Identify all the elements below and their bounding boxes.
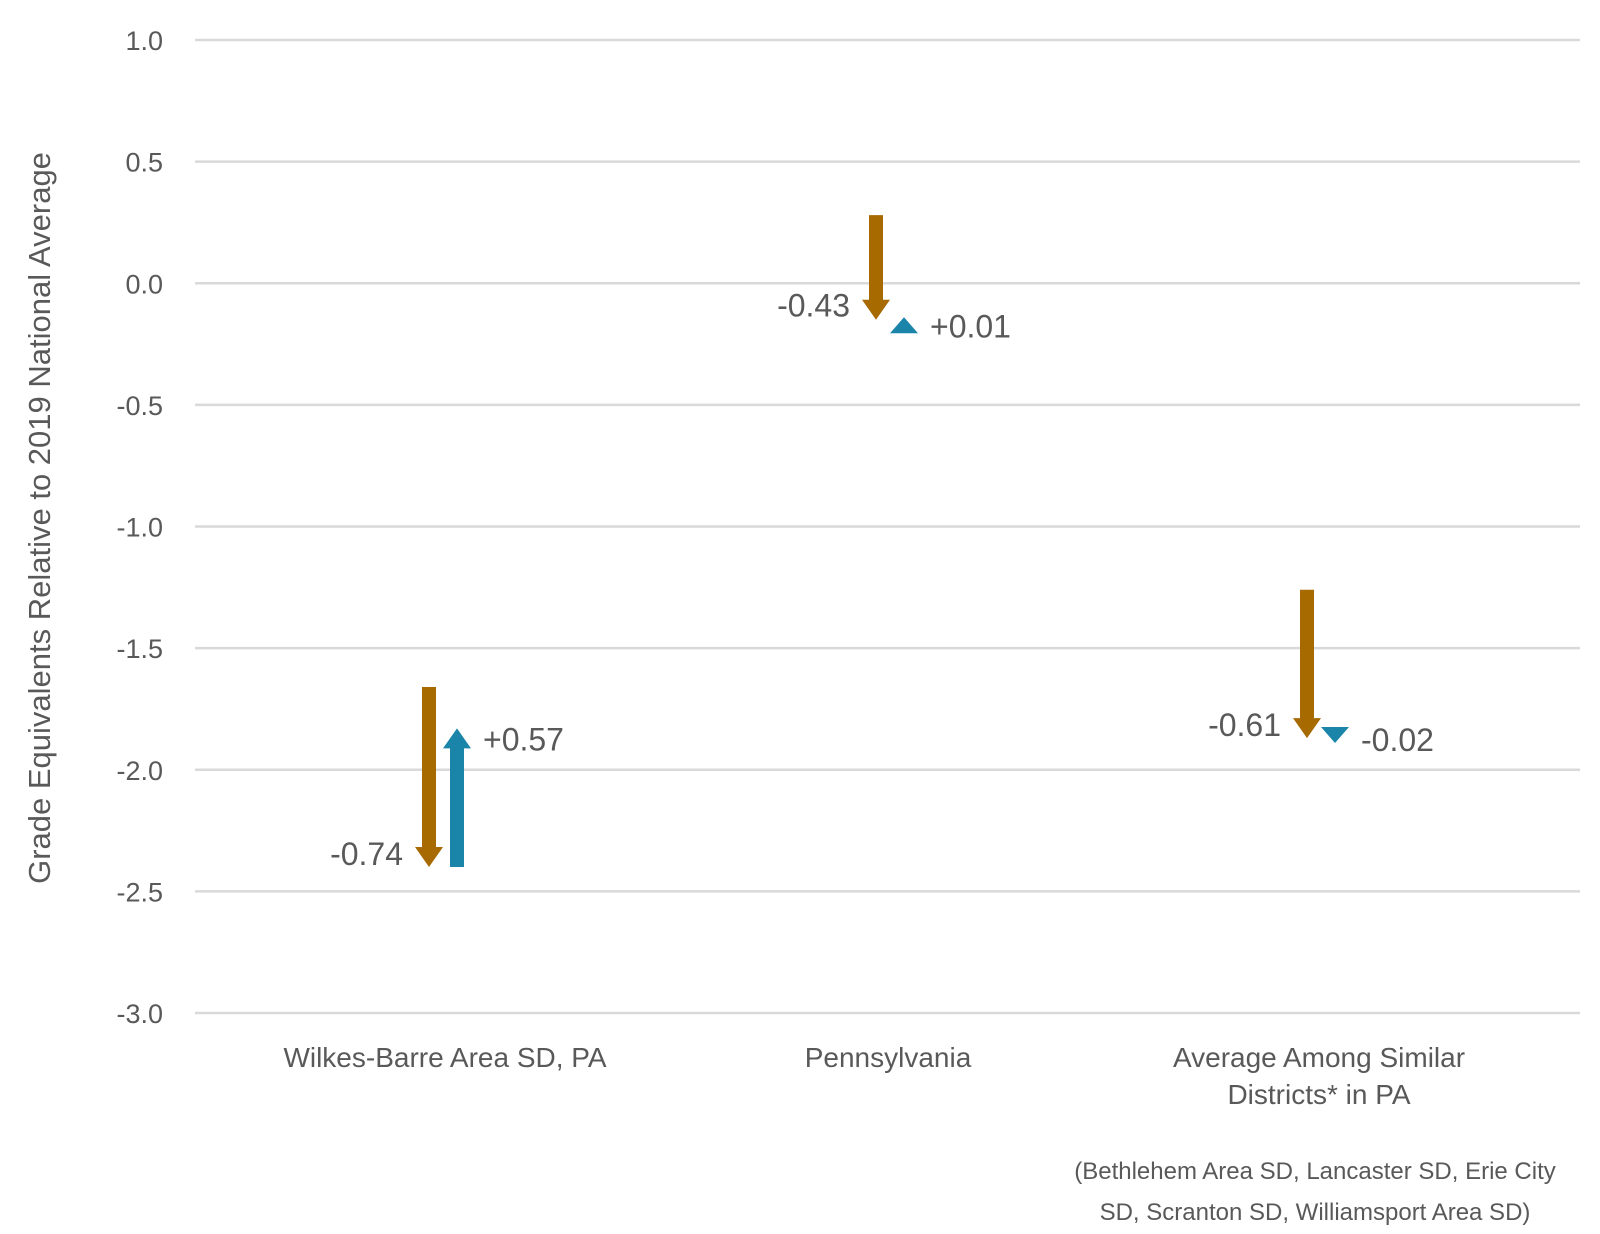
- category-label: Average Among Similar: [1173, 1042, 1465, 1073]
- y-tick-label: -1.0: [116, 513, 163, 543]
- data-labels: -0.74 -0.43 -0.61 +0.57 +0.01 -0.02: [330, 288, 1434, 872]
- change-arrow: [1293, 589, 1321, 739]
- y-axis-ticks: 1.0 0.5 0.0 -0.5 -1.0 -1.5 -2.0 -2.5 -3.0: [116, 26, 163, 1029]
- arrows: [415, 215, 1349, 868]
- y-tick-label: -3.0: [116, 999, 163, 1029]
- y-tick-label: 0.5: [125, 148, 163, 178]
- y-tick-label: -2.5: [116, 877, 163, 907]
- data-label: -0.43: [777, 288, 850, 324]
- y-tick-label: -1.5: [116, 634, 163, 664]
- change-arrow: [1321, 726, 1349, 743]
- y-tick-label: 1.0: [125, 26, 163, 56]
- y-tick-label: -0.5: [116, 391, 163, 421]
- category-labels: Wilkes-Barre Area SD, PA Pennsylvania Aver…: [283, 1042, 1465, 1110]
- change-arrow: [862, 215, 890, 320]
- footnote: (Bethlehem Area SD, Lancaster SD, Erie C…: [1074, 1158, 1556, 1226]
- y-tick-label: -2.0: [116, 756, 163, 786]
- y-axis-label: Grade Equivalents Relative to 2019 Natio…: [22, 152, 57, 884]
- change-arrow: [890, 317, 918, 334]
- y-tick-label: 0.0: [125, 269, 163, 299]
- data-label: -0.02: [1361, 722, 1434, 758]
- data-label: +0.01: [930, 308, 1011, 344]
- category-label: Pennsylvania: [805, 1042, 972, 1073]
- category-label: Districts* in PA: [1227, 1079, 1410, 1110]
- data-label: -0.61: [1208, 707, 1281, 743]
- footnote-line: SD, Scranton SD, Williamsport Area SD): [1100, 1199, 1531, 1226]
- change-arrow: [415, 687, 443, 868]
- change-arrow: [443, 728, 471, 868]
- footnote-line: (Bethlehem Area SD, Lancaster SD, Erie C…: [1074, 1158, 1556, 1185]
- data-label: +0.57: [483, 721, 564, 757]
- data-label: -0.74: [330, 836, 403, 872]
- category-label: Wilkes-Barre Area SD, PA: [283, 1042, 606, 1073]
